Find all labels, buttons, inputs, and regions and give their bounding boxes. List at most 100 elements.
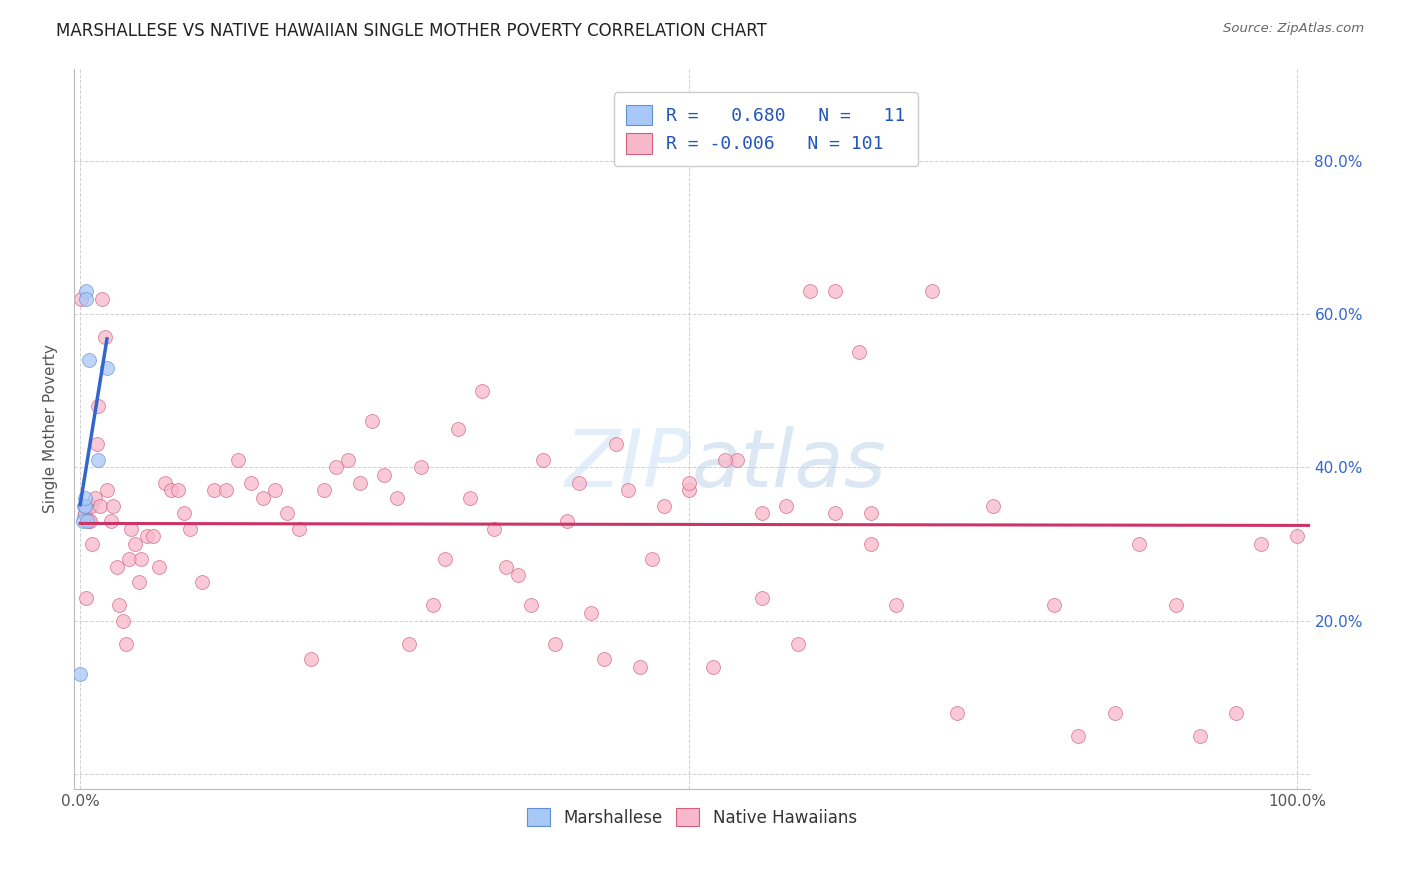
Point <box>160 483 183 498</box>
Point <box>72 514 94 528</box>
Point <box>617 483 640 498</box>
Point <box>446 422 468 436</box>
Point <box>824 506 846 520</box>
Point <box>128 575 150 590</box>
Point <box>1128 537 1150 551</box>
Point <box>136 529 159 543</box>
Point <box>482 522 505 536</box>
Point <box>69 667 91 681</box>
Point <box>173 506 195 520</box>
Point <box>73 499 96 513</box>
Point <box>848 345 870 359</box>
Point <box>727 452 749 467</box>
Point <box>458 491 481 505</box>
Point <box>89 499 111 513</box>
Point <box>239 475 262 490</box>
Point <box>581 606 603 620</box>
Point <box>155 475 177 490</box>
Point <box>775 499 797 513</box>
Point <box>799 284 821 298</box>
Text: ZIP: ZIP <box>564 425 692 504</box>
Point <box>100 514 122 528</box>
Point <box>508 567 530 582</box>
Point <box>605 437 627 451</box>
Point <box>76 499 98 513</box>
Point <box>87 399 110 413</box>
Point <box>77 514 100 528</box>
Point <box>678 483 700 498</box>
Point <box>884 598 907 612</box>
Point <box>1250 537 1272 551</box>
Point <box>824 284 846 298</box>
Point <box>77 352 100 367</box>
Point <box>215 483 238 498</box>
Point <box>434 552 457 566</box>
Point <box>96 483 118 498</box>
Point <box>82 537 104 551</box>
Point <box>87 452 110 467</box>
Point <box>124 537 146 551</box>
Point <box>325 460 347 475</box>
Point <box>531 452 554 467</box>
Point <box>349 475 371 490</box>
Point <box>228 452 250 467</box>
Point <box>101 499 124 513</box>
Point <box>1067 729 1090 743</box>
Point <box>1286 529 1309 543</box>
Point <box>120 522 142 536</box>
Point <box>73 499 96 513</box>
Point <box>1188 729 1211 743</box>
Point <box>80 499 103 513</box>
Point <box>336 452 359 467</box>
Point <box>252 491 274 505</box>
Point <box>945 706 967 720</box>
Point <box>264 483 287 498</box>
Point <box>73 491 96 505</box>
Point <box>75 284 97 298</box>
Point <box>76 514 98 528</box>
Point <box>555 514 578 528</box>
Point <box>787 636 810 650</box>
Point <box>1104 706 1126 720</box>
Point <box>96 360 118 375</box>
Point <box>276 506 298 520</box>
Point <box>641 552 664 566</box>
Point <box>495 560 517 574</box>
Point <box>1164 598 1187 612</box>
Point <box>751 506 773 520</box>
Point <box>373 467 395 482</box>
Point <box>108 598 131 612</box>
Point <box>592 652 614 666</box>
Point <box>191 575 214 590</box>
Legend: Marshallese, Native Hawaiians: Marshallese, Native Hawaiians <box>519 800 865 835</box>
Point <box>179 522 201 536</box>
Point <box>202 483 225 498</box>
Point <box>312 483 335 498</box>
Point <box>288 522 311 536</box>
Point <box>544 636 567 650</box>
Point <box>111 614 134 628</box>
Point <box>129 552 152 566</box>
Point <box>361 414 384 428</box>
Point <box>471 384 494 398</box>
Point <box>860 506 883 520</box>
Point <box>1225 706 1247 720</box>
Point <box>422 598 444 612</box>
Point <box>115 636 138 650</box>
Point <box>981 499 1004 513</box>
Point <box>921 284 943 298</box>
Point <box>70 292 93 306</box>
Text: atlas: atlas <box>692 425 887 504</box>
Point <box>702 659 724 673</box>
Point <box>73 506 96 520</box>
Point <box>519 598 541 612</box>
Point <box>91 292 114 306</box>
Point <box>118 552 141 566</box>
Point <box>166 483 188 498</box>
Point <box>93 330 115 344</box>
Point <box>301 652 323 666</box>
Point <box>148 560 170 574</box>
Point <box>75 591 97 605</box>
Text: Source: ZipAtlas.com: Source: ZipAtlas.com <box>1223 22 1364 36</box>
Point <box>628 659 651 673</box>
